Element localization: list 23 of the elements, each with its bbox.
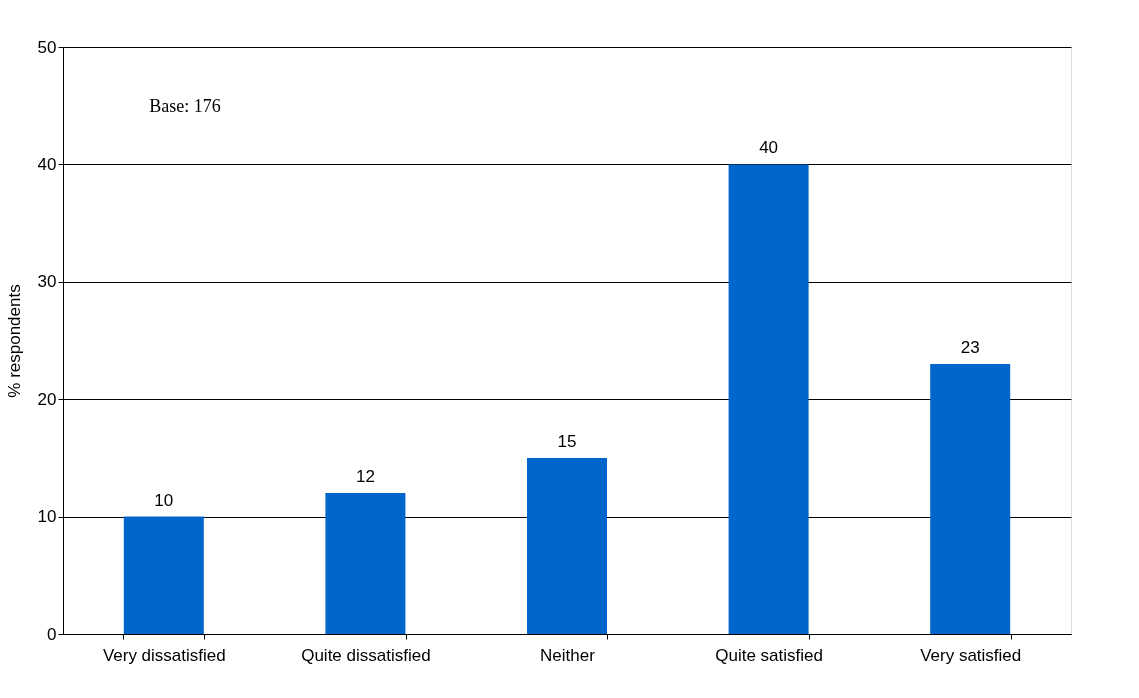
y-tick-label: 10: [37, 507, 57, 527]
bar: [527, 457, 607, 634]
bar: [325, 493, 406, 634]
x-tick-label: Very dissatisfied: [102, 645, 226, 665]
y-tick-label: 20: [37, 389, 57, 409]
y-axis-title: % respondents: [4, 284, 24, 398]
y-tick-label: 30: [37, 272, 57, 292]
x-tick-label: Quite satisfied: [715, 645, 823, 665]
data-label: 15: [557, 431, 577, 451]
y-tick-label: 40: [37, 154, 57, 174]
y-tick-label: 0: [47, 624, 57, 644]
y-tick-label: 50: [37, 37, 57, 57]
data-label: 40: [759, 138, 779, 158]
annotation: Base: 176: [149, 96, 221, 116]
x-tick-label: Quite dissatisfied: [301, 645, 431, 665]
bar: [728, 164, 809, 634]
data-label: 23: [960, 337, 980, 357]
bar: [930, 363, 1011, 634]
data-label: 12: [355, 467, 375, 487]
data-label: 10: [154, 490, 174, 510]
x-tick-label: Very satisfied: [920, 645, 1022, 665]
x-tick-label: Neither: [540, 645, 596, 665]
bar: [123, 516, 204, 634]
